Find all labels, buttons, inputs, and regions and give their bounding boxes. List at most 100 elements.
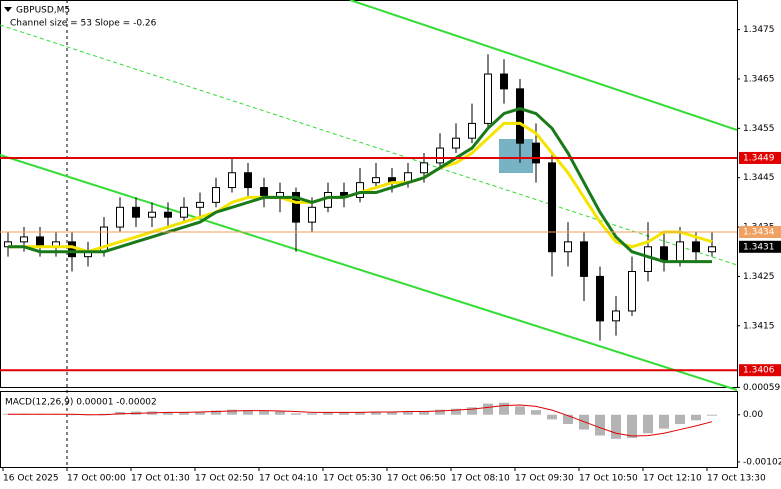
macd-bar	[531, 410, 541, 415]
x-tick-label: 17 Oct 10:50	[579, 474, 638, 484]
macd-bar	[515, 406, 525, 415]
macd-bar	[675, 414, 685, 424]
candle-body	[372, 177, 380, 184]
candle-body	[292, 192, 300, 223]
level-label-bg	[739, 240, 781, 253]
candle-body	[564, 241, 572, 253]
candle-body	[484, 73, 492, 124]
macd-tick-label: 0.00	[743, 410, 763, 420]
candle-body	[68, 241, 76, 258]
macd-bar	[563, 414, 573, 424]
macd-bar	[179, 411, 189, 415]
y-tick-label: 1.3415	[743, 321, 775, 331]
x-tick-label: 16 Oct 2025	[3, 474, 59, 484]
candle-body	[500, 73, 508, 90]
candle-body	[308, 206, 316, 223]
candle-body	[20, 236, 28, 243]
macd-bar	[355, 411, 365, 415]
x-tick-label: 17 Oct 04:10	[259, 474, 318, 484]
macd-bar	[419, 411, 429, 415]
macd-bar	[275, 411, 285, 415]
macd-bar	[483, 403, 493, 415]
x-tick-label: 17 Oct 02:50	[195, 474, 254, 484]
x-tick-label: 17 Oct 00:00	[67, 474, 126, 484]
candle-body	[212, 187, 220, 203]
macd-bar	[627, 414, 637, 438]
macd-bar	[339, 412, 349, 415]
y-tick-label: 1.3445	[743, 173, 775, 183]
candle-body	[644, 246, 652, 272]
macd-bar	[707, 414, 717, 416]
candle-body	[356, 182, 364, 198]
candle-body	[164, 211, 172, 218]
main-frame	[0, 0, 738, 388]
candle-body	[324, 192, 332, 208]
candle-body	[708, 246, 716, 253]
macd-bar	[227, 409, 237, 415]
candle-body	[148, 211, 156, 218]
macd-bar	[451, 408, 461, 415]
macd-bar	[403, 411, 413, 415]
channel-middle	[0, 24, 738, 266]
channel-upper	[349, 0, 738, 131]
candle-body	[132, 206, 140, 218]
macd-signal	[8, 404, 713, 437]
x-tick-label: 17 Oct 09:30	[515, 474, 574, 484]
macd-bar	[643, 414, 653, 434]
macd-tick-label: -0.00102	[743, 457, 781, 467]
macd-bar	[371, 411, 381, 415]
x-tick-label: 17 Oct 06:50	[387, 474, 446, 484]
macd-bar	[195, 411, 205, 415]
macd-bar	[499, 402, 509, 415]
macd-bar	[387, 411, 397, 415]
x-tick-label: 17 Oct 05:30	[323, 474, 382, 484]
macd-bar	[307, 413, 317, 415]
level-label: 1.3431	[743, 242, 775, 252]
candle-body	[532, 142, 540, 164]
candle-body	[516, 88, 524, 144]
macd-tick-label: 0.00059	[743, 383, 780, 393]
candle-body	[628, 270, 636, 312]
candle-body	[436, 147, 444, 164]
macd-bar	[547, 414, 557, 420]
macd-bar	[323, 412, 333, 415]
x-tick-label: 17 Oct 01:30	[131, 474, 190, 484]
moving-average	[8, 107, 712, 264]
macd-bar	[659, 414, 669, 429]
plot	[4, 54, 716, 341]
symbol-arrow	[4, 7, 12, 12]
level-label-bg	[739, 364, 781, 377]
signal-box	[499, 139, 533, 173]
candle-body	[676, 241, 684, 263]
macd-bar	[467, 407, 477, 415]
macd-frame	[0, 391, 738, 468]
chart-subtitle: Channel size = 53 Slope = -0.26	[10, 19, 157, 29]
macd-bar	[243, 410, 253, 415]
y-tick-label: 1.3465	[743, 74, 775, 84]
x-tick-label: 17 Oct 08:10	[451, 474, 510, 484]
candle-body	[196, 201, 204, 208]
candle-body	[596, 275, 604, 322]
macd-bar	[163, 411, 173, 415]
candle-body	[548, 162, 556, 253]
candle-body	[116, 206, 124, 228]
macd-bar	[611, 414, 621, 439]
channel-lower	[0, 154, 738, 391]
candle-body	[180, 206, 188, 218]
x-tick-label: 17 Oct 13:30	[707, 474, 766, 484]
macd-bar	[291, 413, 301, 415]
macd-bar	[435, 409, 445, 415]
macd-bar	[67, 414, 77, 416]
level-label: 1.3434	[743, 227, 775, 237]
chart-title: GBPUSD,M5	[16, 6, 70, 16]
level-label-bg	[739, 151, 781, 164]
candle-body	[612, 310, 620, 322]
level-label: 1.3406	[743, 366, 775, 376]
macd-bar	[211, 410, 221, 415]
macd-bar	[259, 411, 269, 415]
candle-body	[244, 172, 252, 189]
candle-body	[692, 241, 700, 253]
y-tick-label: 1.3455	[743, 124, 775, 134]
y-tick-label: 1.3475	[743, 25, 775, 35]
